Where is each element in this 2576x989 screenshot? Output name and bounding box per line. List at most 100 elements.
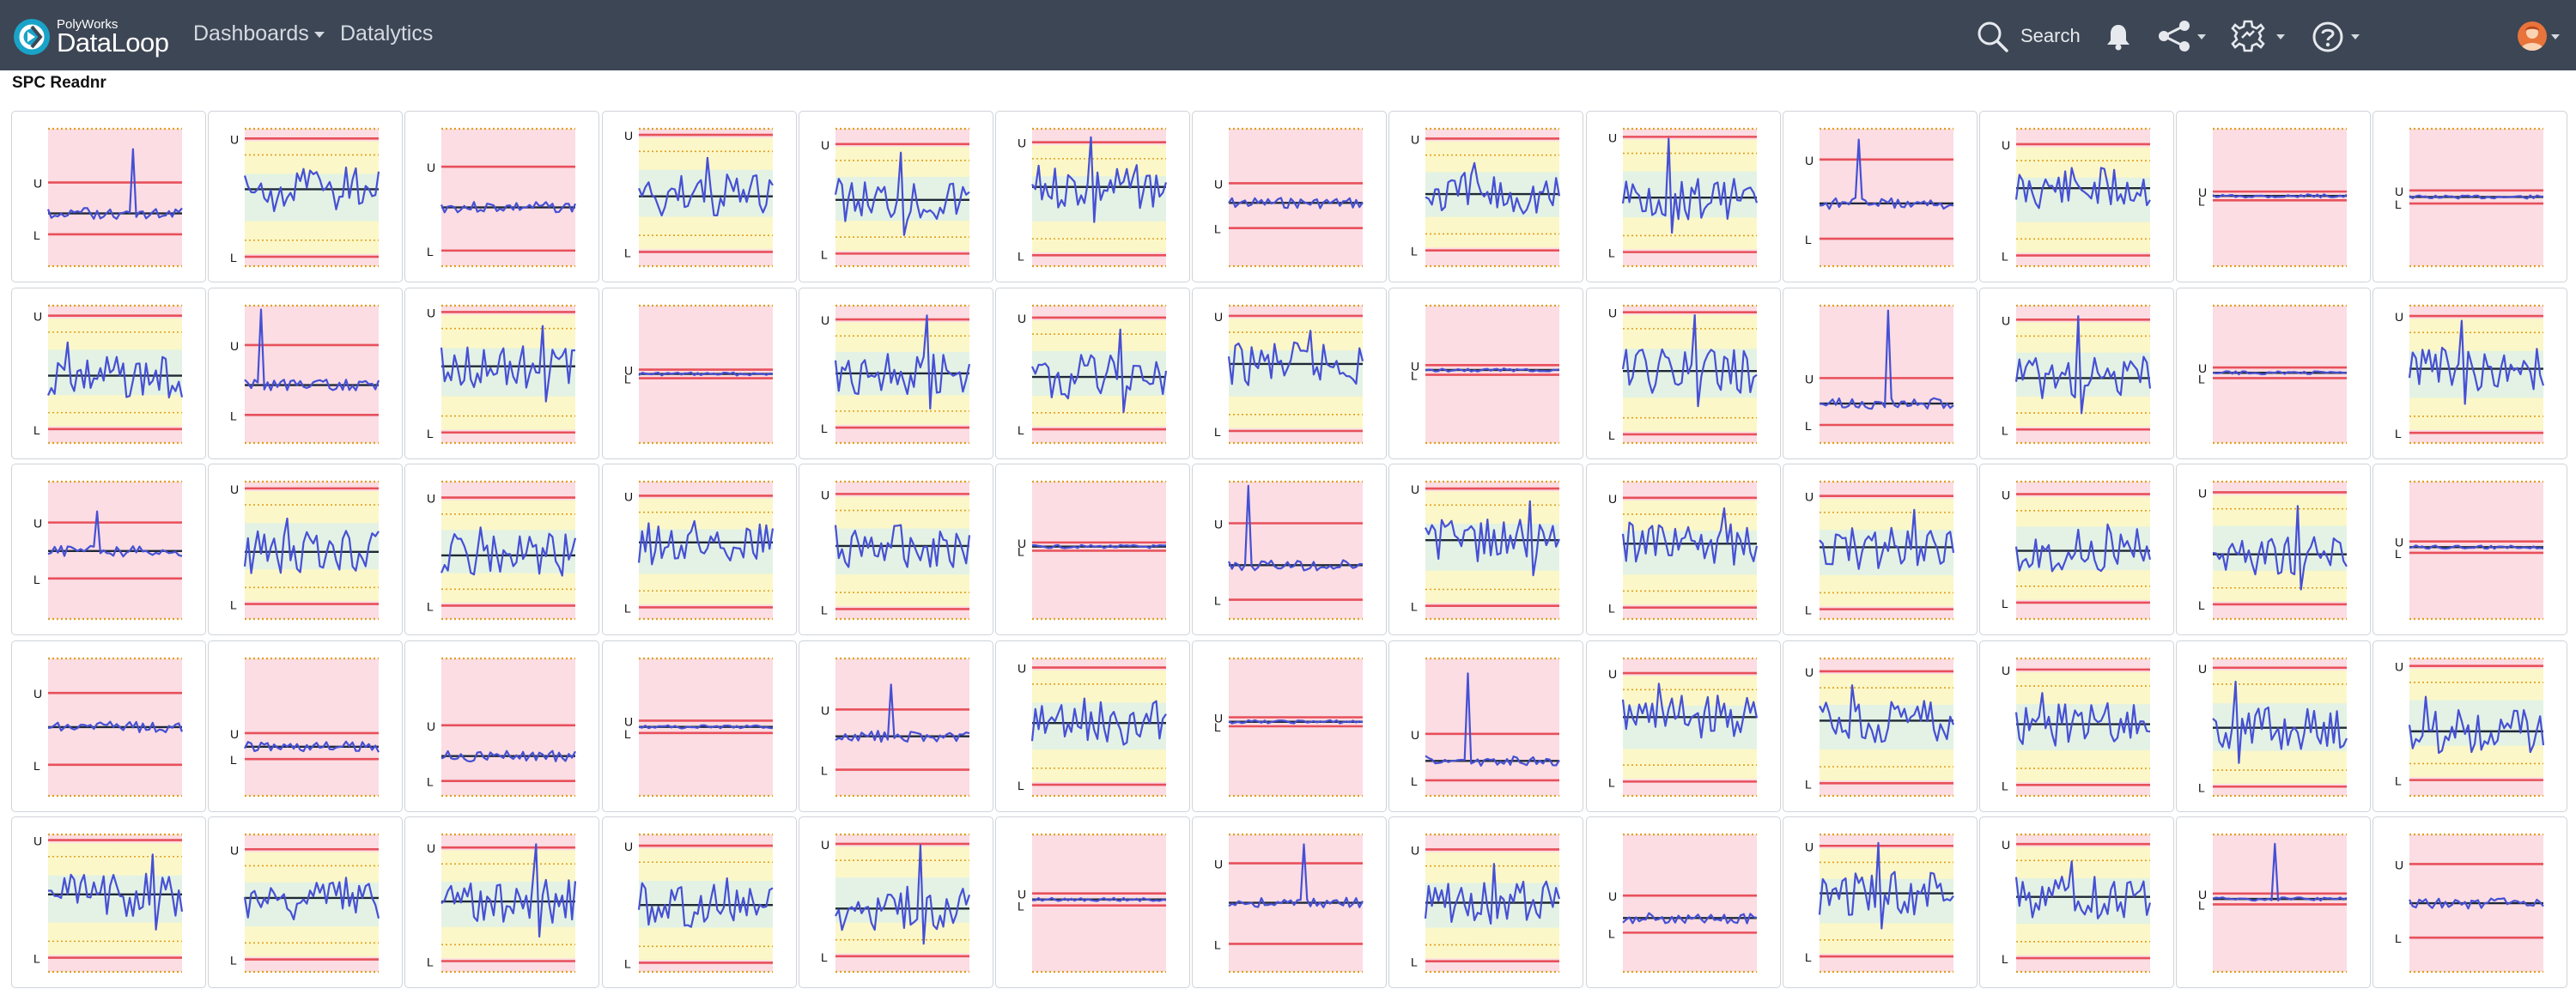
nav-dashboards-menu[interactable]: Dashboards: [193, 21, 325, 46]
measurement-series-line: [2212, 680, 2348, 764]
upper-limit-label: U: [1608, 667, 1617, 681]
measurement-series-line: [440, 526, 577, 577]
spc-chart: UL: [33, 480, 183, 621]
measurement-series-line: [243, 166, 380, 213]
out-of-limit-zone: [1032, 834, 1166, 972]
lower-limit-label: L: [1214, 222, 1221, 236]
app-logo[interactable]: PolyWorks DataLoop: [12, 15, 175, 60]
upper-limit-label: U: [2198, 662, 2207, 676]
upper-limit-label: U: [230, 843, 239, 857]
search-label[interactable]: Search: [2020, 25, 2081, 46]
share-dropdown-caret-icon: [2197, 34, 2206, 39]
settings-gear-icon[interactable]: [2231, 19, 2265, 53]
spc-chart: UL: [821, 833, 971, 974]
share-icon[interactable]: [2157, 21, 2191, 52]
upper-limit-label: U: [230, 482, 239, 496]
spc-chart: UL: [1214, 833, 1364, 974]
lower-limit-label: L: [2395, 547, 2402, 561]
measurement-series-line: [1819, 508, 1955, 570]
search-icon[interactable]: [1977, 21, 2009, 53]
lower-limit-label: L: [2002, 423, 2008, 437]
lower-limit-label: L: [821, 603, 828, 616]
measurement-series-line: [1424, 863, 1561, 925]
measurement-series-line: [440, 201, 577, 214]
spc-chart: UL: [821, 127, 970, 268]
measurement-series-line: [834, 524, 971, 568]
help-icon[interactable]: [2312, 21, 2344, 53]
avatar[interactable]: [2518, 21, 2547, 51]
bell-icon[interactable]: [2105, 23, 2131, 51]
upper-limit-label: U: [2002, 488, 2010, 502]
nav-datalytics-link[interactable]: Datalytics: [340, 21, 433, 46]
upper-limit-label: U: [821, 703, 829, 717]
measurement-series-line: [1227, 330, 1364, 386]
lower-limit-label: L: [1608, 246, 1615, 260]
